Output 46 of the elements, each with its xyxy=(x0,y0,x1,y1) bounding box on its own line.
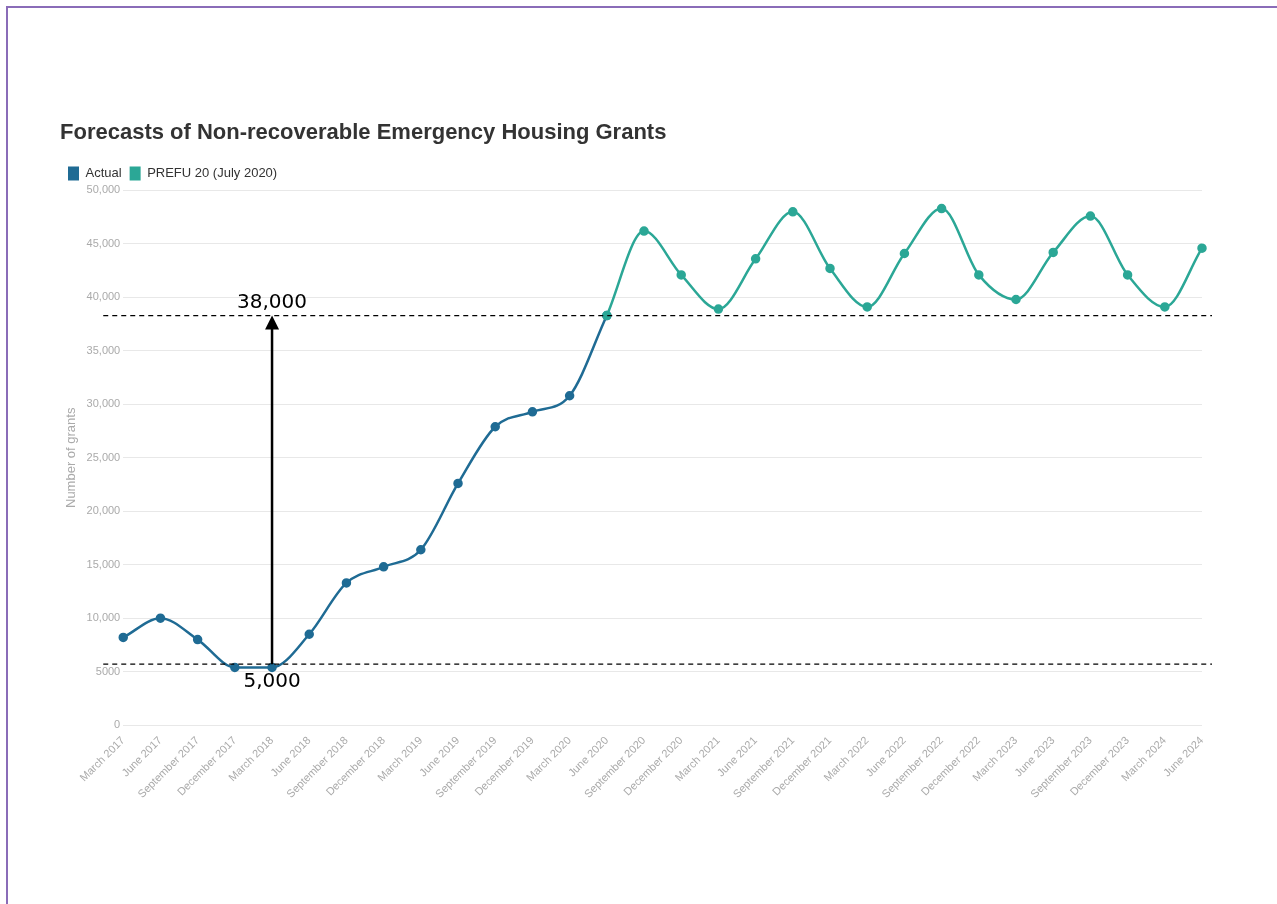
point xyxy=(974,270,984,280)
point xyxy=(1011,294,1021,305)
point xyxy=(788,207,798,217)
point xyxy=(416,545,426,555)
point xyxy=(564,391,575,401)
point xyxy=(118,632,128,643)
point xyxy=(304,629,314,639)
point xyxy=(1197,243,1207,253)
point xyxy=(1048,247,1058,258)
y-tick-label: 5000 xyxy=(95,664,121,677)
point xyxy=(527,407,538,417)
point xyxy=(713,304,724,314)
point xyxy=(1122,270,1133,280)
point xyxy=(341,578,352,588)
point xyxy=(155,613,166,623)
annotation: 5,000 xyxy=(243,668,301,693)
point xyxy=(825,263,835,274)
y-tick-label: 45,000 xyxy=(86,236,121,249)
y-tick-label: 50,000 xyxy=(86,183,121,196)
point xyxy=(453,478,463,489)
y-tick-label: 25,000 xyxy=(86,450,121,463)
point xyxy=(490,422,500,432)
point xyxy=(1085,211,1096,221)
y-tick-label: 40,000 xyxy=(86,290,121,303)
y-tick-label: 20,000 xyxy=(86,504,121,517)
annotation: 38,000 xyxy=(237,288,308,313)
y-tick-label: 15,000 xyxy=(86,557,121,570)
y-tick-label: 10,000 xyxy=(86,611,121,624)
point xyxy=(267,662,277,673)
legend-label: Actual xyxy=(85,164,122,180)
point xyxy=(378,562,389,572)
point xyxy=(230,662,240,673)
point xyxy=(750,254,761,264)
y-tick-label: 30,000 xyxy=(86,397,121,410)
y-axis-title: Number of grants xyxy=(63,407,79,508)
point xyxy=(899,248,910,259)
y-tick-label: 0 xyxy=(114,718,121,731)
chart-title: Forecasts of Non-recoverable Emergency Housing Grants xyxy=(60,119,667,145)
y-tick-label: 35,000 xyxy=(86,343,121,356)
point xyxy=(676,270,686,280)
point xyxy=(192,634,203,645)
point xyxy=(862,302,872,312)
point xyxy=(639,226,649,236)
point xyxy=(936,203,947,214)
point xyxy=(1160,302,1170,312)
legend-label: PREFU 20 (July 2020) xyxy=(147,164,278,180)
